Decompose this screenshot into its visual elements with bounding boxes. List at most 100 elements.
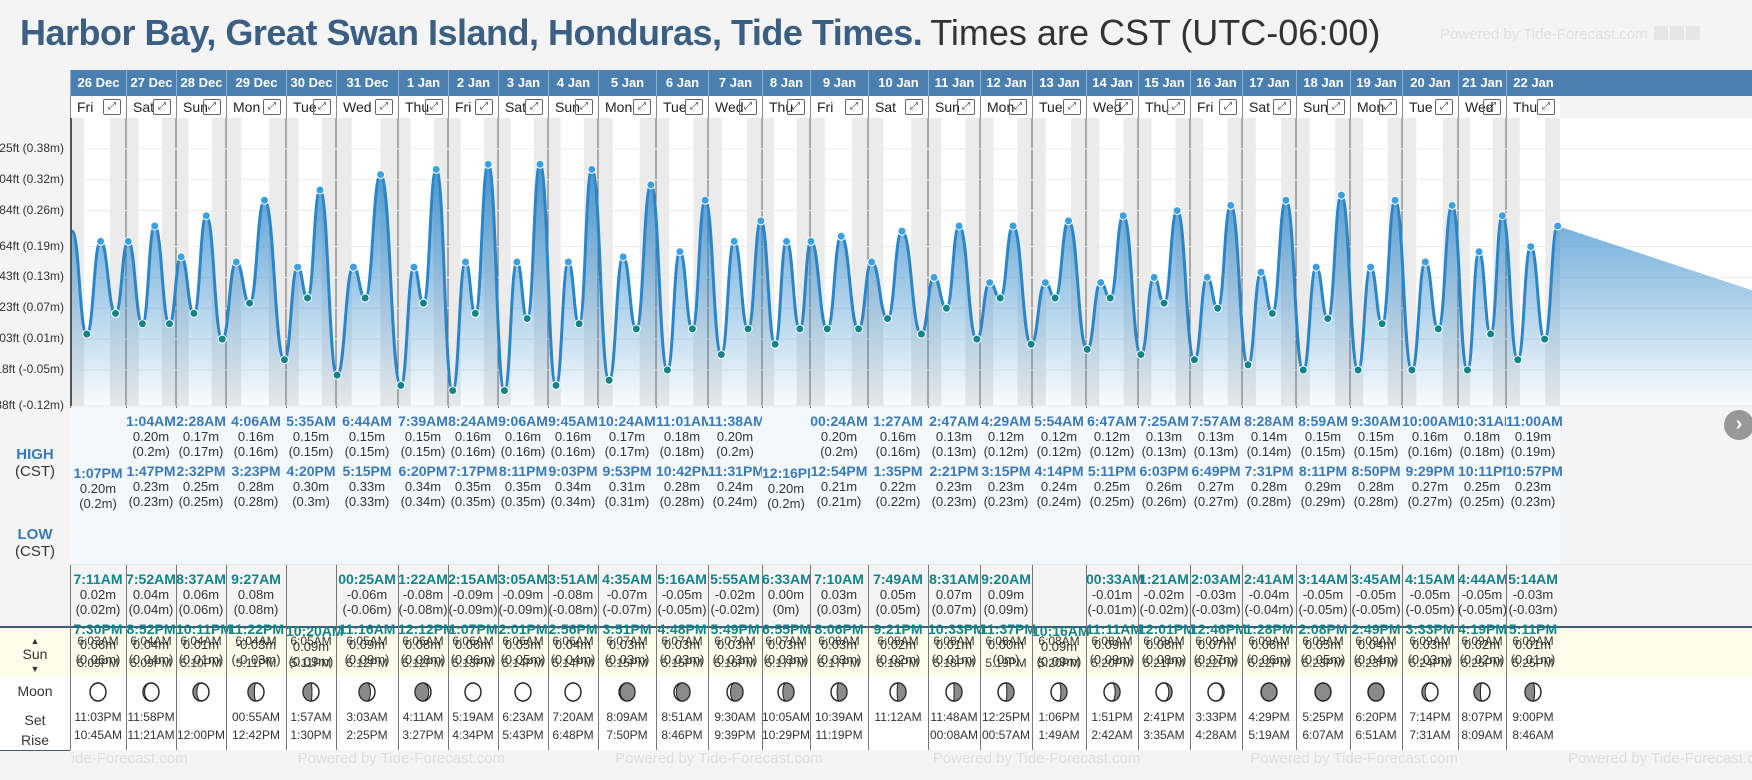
high-tide-entry: 6:49PM 0.27m (0.27m) (1190, 463, 1242, 510)
expand-icon[interactable]: ⤢ (739, 99, 757, 115)
high-tide-point (1336, 190, 1346, 200)
low-tide-height: 0.01m (182, 637, 220, 652)
high-tide-entry: 7:39AM 0.15m (0.15m) (398, 414, 448, 460)
high-tide-point (1281, 195, 1291, 205)
high-tide-time: 11:00AM (1506, 413, 1563, 429)
timezone-text: Times are CST (UTC-06:00) (930, 12, 1381, 53)
sunrise-arrow-icon: ▲ (30, 636, 40, 646)
expand-icon[interactable]: ⤢ (1537, 99, 1555, 115)
day-column: 21 Jan Wed ⤢ (1458, 70, 1506, 750)
expand-icon[interactable]: ⤢ (633, 99, 651, 115)
high-tide-time: 4:20PM (286, 463, 336, 479)
low-tide-time: 1:22AM (398, 571, 448, 587)
low-tide-height-alt: (0.05m) (500, 652, 546, 667)
moon-phase-icon (358, 682, 376, 702)
high-tide-height: 0.13m (935, 429, 973, 444)
low-tide-entry: 1:28PM 0.06m (0.06m) (1242, 621, 1296, 668)
expand-icon[interactable]: ⤢ (425, 99, 443, 115)
expand-icon[interactable]: ⤢ (1167, 99, 1185, 115)
low-tide-entry: 9:20AM 0.09m (0.09m) (980, 572, 1032, 618)
footer-powered-by: Powered by Tide-Forecast.com (70, 750, 188, 767)
weekday-cell: Sun ⤢ (1296, 96, 1350, 118)
day-column: 7 Jan Wed ⤢ (708, 70, 762, 750)
expand-icon[interactable]: ⤢ (203, 99, 221, 115)
expand-icon[interactable]: ⤢ (1115, 99, 1133, 115)
high-tide-height-alt: (0.13m) (931, 444, 977, 459)
expand-icon[interactable]: ⤢ (1273, 99, 1291, 115)
high-tide-time: 1:47PM (126, 463, 176, 479)
high-tide-time: 6:49PM (1191, 463, 1241, 479)
high-tide-entry: 2:28AM 0.17m (0.17m) (176, 414, 226, 460)
expand-icon[interactable]: ⤢ (957, 99, 975, 115)
low-tide-cell: 4:35AM -0.07m (-0.07m) 3:51PM 0.03m (0.03m) (598, 566, 656, 668)
high-tide-point (675, 247, 685, 257)
next-arrow-button[interactable]: › (1724, 410, 1752, 440)
low-tide-time: 5:11PM (1508, 621, 1558, 637)
high-tide-height-alt: (0.12m) (1036, 444, 1082, 459)
high-tide-point (150, 221, 160, 231)
date-label: 31 Dec (336, 70, 398, 96)
expand-icon[interactable]: ⤢ (375, 99, 393, 115)
low-tide-point (604, 375, 614, 385)
expand-icon[interactable]: ⤢ (1435, 99, 1453, 115)
low-tide-entry: 3:33PM 0.03m (0.03m) (1402, 622, 1458, 668)
sunset-time: 5:11PM (235, 656, 277, 670)
expand-icon[interactable]: ⤢ (1379, 99, 1397, 115)
high-tide-time: 3:23PM (231, 463, 281, 479)
low-tide-entry: 11:22PM -0.03m (-0.03m) (226, 622, 286, 668)
moon-phase-icon (464, 682, 482, 702)
high-tide-time: 4:14PM (1034, 463, 1084, 479)
moon-cell: 10:05AM 10:29PM (762, 676, 810, 744)
low-tide-point (551, 380, 561, 390)
high-tide-cell: 00:24AM 0.20m (0.2m) 12:54PM 0.21m (0.21m) (810, 408, 868, 564)
expand-icon[interactable]: ⤢ (153, 99, 171, 115)
sunset-time: 5:22PM (1195, 656, 1237, 670)
expand-icon[interactable]: ⤢ (525, 99, 543, 115)
expand-icon[interactable]: ⤢ (787, 99, 805, 115)
expand-icon[interactable]: ⤢ (575, 99, 593, 115)
high-tide-time: 1:04AM (126, 413, 176, 429)
sunset-time: 5:12PM (346, 656, 388, 670)
low-tide-height-alt: (0.02m) (875, 652, 921, 667)
high-tide-height-alt: (0.18m) (659, 444, 705, 459)
low-tide-entry: 2:15AM -0.09m (-0.09m) (448, 572, 498, 618)
weekday-cell: Wed ⤢ (708, 96, 762, 118)
low-tide-cell: 3:14AM -0.05m (-0.05m) 2:08PM 0.05m (0.05m) (1296, 566, 1350, 668)
day-column: 31 Dec Wed ⤢ (336, 70, 398, 750)
high-tide-time: 6:47AM (1087, 413, 1137, 429)
low-tide-height: 0.09m (348, 637, 386, 652)
high-tide-point (897, 226, 907, 236)
expand-icon[interactable]: ⤢ (845, 99, 863, 115)
expand-icon[interactable]: ⤢ (263, 99, 281, 115)
expand-icon[interactable]: ⤢ (1483, 99, 1501, 115)
expand-icon[interactable]: ⤢ (1009, 99, 1027, 115)
expand-icon[interactable]: ⤢ (1219, 99, 1237, 115)
moonrise-time: 10:29PM (762, 728, 811, 742)
low-tide-point (189, 308, 199, 318)
expand-icon[interactable]: ⤢ (1327, 99, 1345, 115)
expand-icon[interactable]: ⤢ (685, 99, 703, 115)
high-tide-height-alt: (0.16m) (1407, 444, 1453, 459)
low-tide-point (217, 334, 227, 344)
high-tide-height: 0.18m (1463, 429, 1501, 444)
low-tide-entry: 8:31AM 0.07m (0.07m) (928, 572, 980, 618)
expand-icon[interactable]: ⤢ (1063, 99, 1081, 115)
expand-icon[interactable]: ⤢ (475, 99, 493, 115)
low-tide-time: 1:28PM (1244, 621, 1294, 637)
low-tide-height-alt: (0.01m) (931, 652, 977, 667)
high-tide-entry: 3:23PM 0.28m (0.28m) (226, 463, 286, 510)
sunrise-time: 6:09AM (1302, 634, 1344, 648)
date-label: 3 Jan (498, 70, 548, 96)
high-tide-height: 0.25m (182, 479, 220, 494)
tide-forecast-logo-icon (1653, 26, 1702, 44)
moonset-time: 11:12AM (874, 710, 922, 724)
expand-icon[interactable]: ⤢ (905, 99, 923, 115)
high-tide-height: 0.34m (404, 479, 442, 494)
column-divider (70, 406, 71, 750)
sun-times-cell: 6:06AM 5:14PM (498, 630, 548, 674)
expand-icon[interactable]: ⤢ (313, 99, 331, 115)
expand-icon[interactable]: ⤢ (103, 99, 121, 115)
moon-cell: 1:51PM 2:42AM (1086, 676, 1138, 744)
low-tide-cell: 6:33AM 0.00m (0m) 6:55PM 0.03m (0.03m) (762, 566, 812, 668)
weekday-cell: Tue ⤢ (286, 96, 336, 118)
